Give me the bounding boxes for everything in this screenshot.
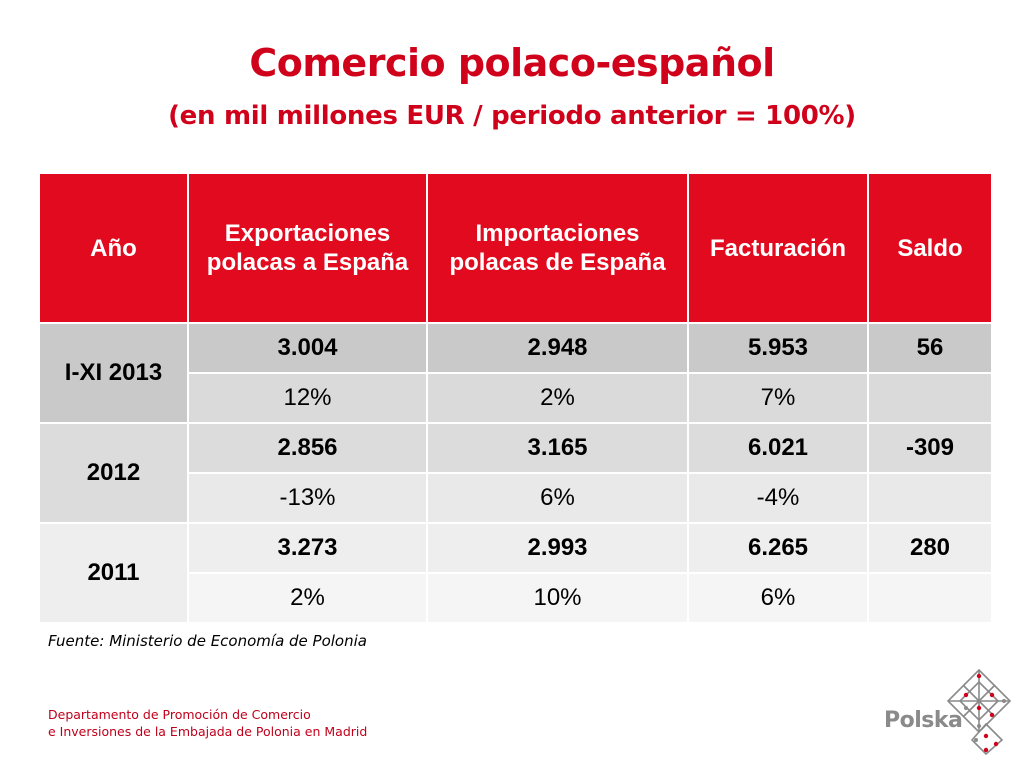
turnover-pct: -4% — [687, 472, 869, 524]
exports-pct: 12% — [187, 372, 428, 424]
department-line-2: e Inversiones de la Embajada de Polonia … — [48, 724, 368, 739]
balance-pct-empty — [867, 572, 993, 624]
turnover-value: 6.265 — [687, 522, 869, 574]
imports-pct: 6% — [426, 472, 689, 524]
polska-logo: Polska — [884, 668, 1014, 760]
exports-value: 3.004 — [187, 322, 428, 374]
logo-wordmark: Polska — [884, 708, 963, 733]
table-row: -13% 6% -4% — [39, 472, 993, 524]
source-note: Fuente: Ministerio de Economía de Poloni… — [48, 632, 367, 650]
exports-value: 3.273 — [187, 522, 428, 574]
turnover-value: 6.021 — [687, 422, 869, 474]
year-cell: 2012 — [38, 422, 189, 524]
imports-value: 2.993 — [426, 522, 689, 574]
balance-pct-empty — [867, 372, 993, 424]
slide-subtitle: (en mil millones EUR / periodo anterior … — [168, 101, 856, 131]
imports-value: 3.165 — [426, 422, 689, 474]
imports-pct: 10% — [426, 572, 689, 624]
balance-value: 280 — [867, 522, 993, 574]
table-header-row: Año Exportaciones polacas a España Impor… — [38, 172, 993, 324]
department-line-1: Departamento de Promoción de Comercio — [48, 707, 311, 722]
exports-pct: 2% — [187, 572, 428, 624]
polska-logo-icon — [946, 668, 1012, 756]
turnover-pct: 7% — [687, 372, 869, 424]
imports-pct: 2% — [426, 372, 689, 424]
year-cell: I-XI 2013 — [38, 322, 189, 424]
table-row: 2012 2.856 3.165 6.021 -309 — [38, 422, 993, 524]
header-exports: Exportaciones polacas a España — [187, 172, 428, 324]
year-cell: 2011 — [38, 522, 189, 624]
balance-value: 56 — [867, 322, 993, 374]
trade-table: Año Exportaciones polacas a España Impor… — [38, 172, 993, 624]
header-year: Año — [38, 172, 189, 324]
header-balance: Saldo — [867, 172, 993, 324]
imports-value: 2.948 — [426, 322, 689, 374]
header-turnover: Facturación — [687, 172, 869, 324]
slide-title: Comercio polaco-español — [249, 41, 775, 85]
exports-value: 2.856 — [187, 422, 428, 474]
exports-pct: -13% — [187, 472, 428, 524]
balance-value: -309 — [867, 422, 993, 474]
header-imports: Importaciones polacas de España — [426, 172, 689, 324]
table-row: 2011 3.273 2.993 6.265 280 — [38, 522, 993, 624]
department-credit: Departamento de Promoción de Comercio e … — [48, 706, 367, 740]
turnover-pct: 6% — [687, 572, 869, 624]
turnover-value: 5.953 — [687, 322, 869, 374]
table-row: I-XI 2013 3.004 2.948 5.953 56 — [38, 322, 993, 424]
table-row: 2% 10% 6% — [39, 572, 993, 624]
balance-pct-empty — [867, 472, 993, 524]
table-row: 12% 2% 7% — [39, 372, 993, 424]
